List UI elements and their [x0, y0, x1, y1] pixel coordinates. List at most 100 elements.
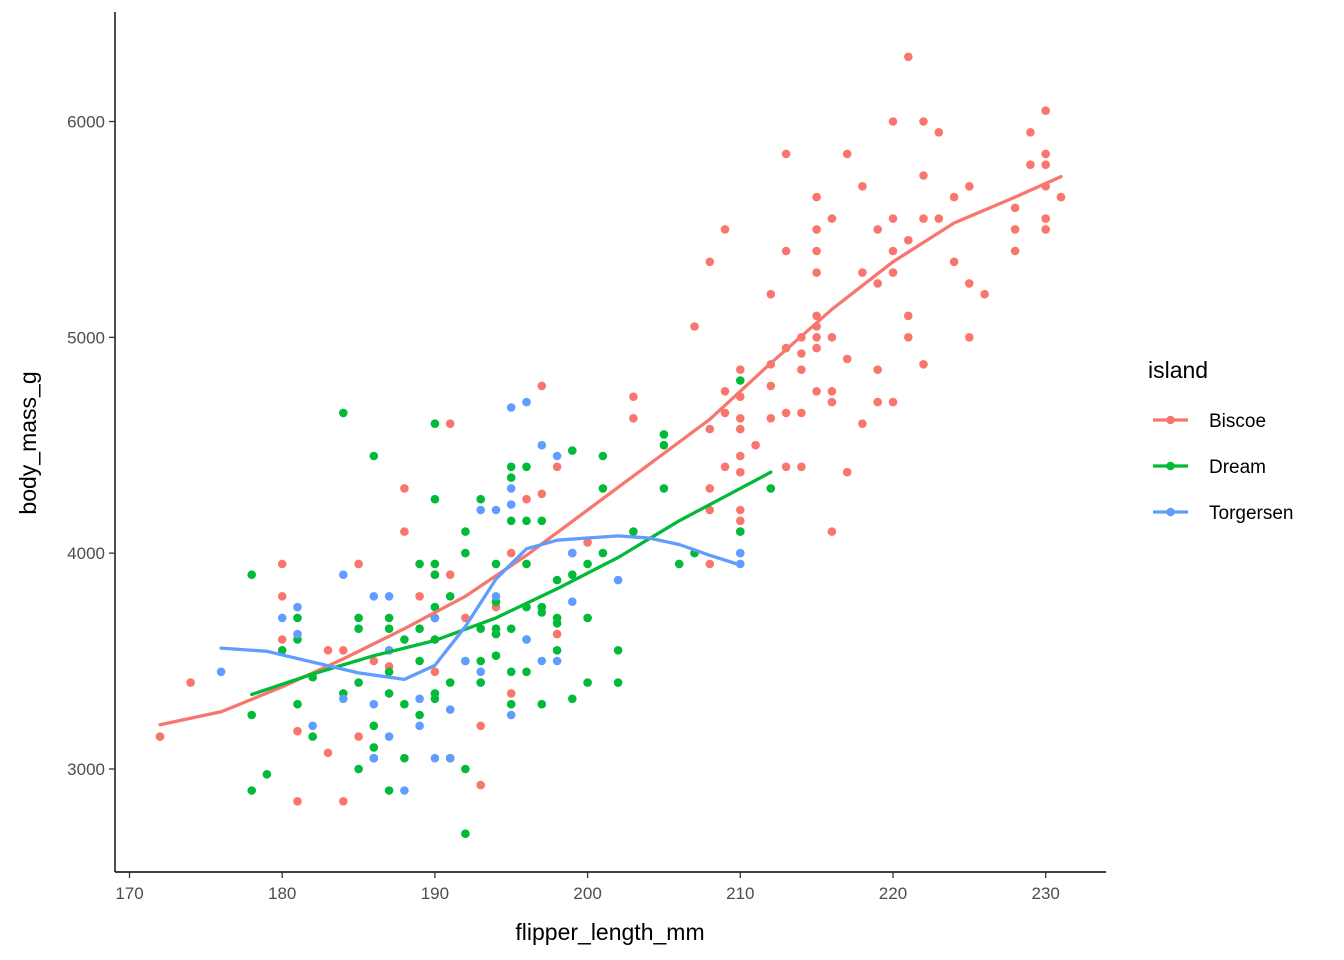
point-biscoe	[949, 257, 959, 267]
point-dream	[400, 753, 409, 763]
point-biscoe	[705, 505, 715, 515]
point-biscoe	[400, 484, 409, 493]
point-torgersen	[430, 613, 440, 623]
point-dream	[506, 624, 516, 633]
point-torgersen	[369, 753, 379, 763]
point-dream	[659, 430, 669, 439]
point-torgersen	[506, 484, 516, 493]
point-dream	[537, 516, 547, 526]
point-biscoe	[629, 414, 638, 423]
point-torgersen	[308, 721, 318, 731]
point-biscoe	[476, 721, 486, 731]
point-dream	[277, 646, 287, 655]
point-biscoe	[766, 289, 776, 299]
point-dream	[491, 624, 501, 633]
point-torgersen	[384, 732, 394, 741]
legend-label: Torgersen	[1209, 503, 1294, 524]
legend-key-point	[1166, 507, 1175, 517]
point-torgersen	[430, 753, 440, 763]
point-biscoe	[400, 527, 409, 536]
point-biscoe	[888, 397, 898, 407]
point-biscoe	[949, 192, 959, 202]
point-torgersen	[613, 575, 623, 585]
point-biscoe	[339, 797, 348, 806]
series-biscoe	[155, 52, 1066, 806]
point-dream	[537, 699, 547, 709]
point-biscoe	[904, 235, 913, 245]
point-dream	[598, 451, 608, 461]
plot-area	[155, 52, 1066, 838]
point-dream	[659, 440, 669, 450]
series-torgersen	[216, 397, 745, 795]
x-tick-label: 190	[421, 884, 449, 903]
point-biscoe	[812, 246, 821, 256]
point-dream	[598, 548, 608, 558]
point-dream	[552, 646, 562, 655]
smooth-line-torgersen	[219, 534, 742, 682]
point-torgersen	[522, 397, 531, 407]
legend: island Biscoe Dream Torgersen	[1148, 357, 1294, 524]
point-biscoe	[812, 387, 821, 396]
point-biscoe	[720, 387, 730, 396]
point-biscoe	[812, 311, 821, 321]
point-biscoe	[1010, 225, 1020, 234]
point-dream	[308, 732, 318, 741]
point-biscoe	[904, 52, 913, 62]
legend-item-dream: Dream	[1153, 457, 1266, 478]
point-biscoe	[430, 667, 440, 677]
point-biscoe	[583, 538, 592, 547]
point-dream	[598, 484, 608, 493]
point-dream	[476, 678, 486, 687]
point-biscoe	[720, 225, 730, 234]
point-torgersen	[476, 667, 486, 677]
legend-item-torgersen: Torgersen	[1153, 503, 1294, 524]
point-biscoe	[888, 214, 898, 223]
point-biscoe	[736, 516, 745, 526]
point-dream	[568, 694, 577, 704]
point-dream	[400, 699, 409, 709]
point-biscoe	[155, 732, 165, 741]
point-biscoe	[1056, 192, 1066, 202]
point-biscoe	[827, 387, 837, 396]
point-dream	[461, 548, 470, 558]
point-dream	[506, 667, 516, 677]
x-tick-label: 200	[573, 884, 601, 903]
point-biscoe	[1041, 160, 1050, 169]
point-biscoe	[827, 214, 837, 223]
point-dream	[430, 494, 440, 504]
point-torgersen	[293, 602, 302, 612]
point-dream	[506, 516, 516, 526]
point-torgersen	[568, 548, 577, 558]
point-dream	[384, 624, 394, 633]
point-dream	[354, 764, 363, 774]
point-torgersen	[339, 694, 348, 704]
point-biscoe	[186, 678, 195, 687]
point-dream	[430, 602, 440, 612]
point-biscoe	[506, 548, 516, 558]
point-biscoe	[827, 333, 837, 342]
point-dream	[522, 516, 531, 526]
point-torgersen	[552, 451, 562, 461]
point-torgersen	[216, 667, 226, 677]
point-torgersen	[384, 592, 394, 601]
point-torgersen	[461, 656, 470, 666]
point-biscoe	[323, 748, 333, 758]
point-dream	[339, 408, 348, 418]
point-dream	[262, 770, 272, 779]
point-biscoe	[812, 192, 821, 202]
y-tick-label: 6000	[67, 113, 105, 132]
point-biscoe	[797, 365, 806, 375]
point-biscoe	[858, 419, 867, 429]
point-biscoe	[812, 343, 821, 353]
point-biscoe	[934, 128, 944, 137]
point-dream	[461, 764, 470, 774]
point-dream	[506, 473, 516, 482]
point-biscoe	[415, 592, 424, 601]
point-dream	[430, 419, 440, 429]
y-tick-label: 3000	[67, 760, 105, 779]
point-biscoe	[781, 462, 791, 472]
point-biscoe	[552, 629, 562, 639]
point-biscoe	[888, 117, 898, 126]
point-dream	[522, 462, 531, 472]
point-dream	[491, 651, 501, 660]
